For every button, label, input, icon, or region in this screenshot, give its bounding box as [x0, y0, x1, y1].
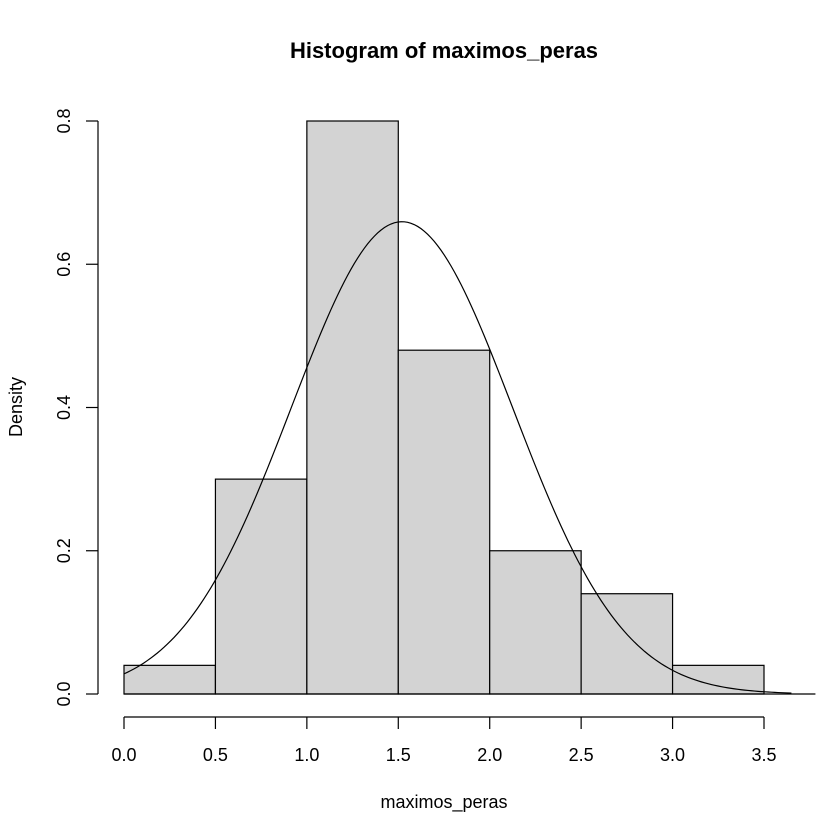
x-tick-label: 0.5 [203, 745, 228, 765]
x-tick-label: 3.5 [751, 745, 776, 765]
histogram-bar-2 [214, 478, 308, 695]
bars-group [123, 120, 765, 695]
y-tick-label: 0.4 [54, 395, 74, 420]
x-tick-label: 1.0 [294, 745, 319, 765]
x-axis-label: maximos_peras [380, 792, 507, 813]
histogram-bar-5 [489, 550, 582, 695]
x-tick-label: 1.5 [386, 745, 411, 765]
x-tick-label: 0.0 [111, 745, 136, 765]
y-tick-label: 0.2 [54, 538, 74, 563]
y-axis: 0.0 0.2 0.4 0.6 0.8 [54, 108, 99, 707]
histogram-bar-7 [671, 664, 765, 695]
y-axis-label: Density [6, 377, 26, 437]
density-curve [123, 221, 792, 694]
y-tick-label: 0.8 [54, 108, 74, 133]
x-tick-label: 2.0 [477, 745, 502, 765]
histogram-bar-6 [580, 593, 674, 695]
histogram-bar-4 [397, 349, 491, 695]
y-tick-label: 0.0 [54, 681, 74, 706]
x-tick-label: 3.0 [660, 745, 685, 765]
chart-title: Histogram of maximos_peras [290, 38, 598, 63]
histogram-bar-3 [306, 120, 399, 695]
x-axis: 0.0 0.5 1.0 1.5 2.0 2.5 3.0 3.5 [111, 693, 816, 765]
y-tick-label: 0.6 [54, 252, 74, 277]
x-tick-label: 2.5 [569, 745, 594, 765]
histogram-bar-1 [123, 664, 217, 695]
